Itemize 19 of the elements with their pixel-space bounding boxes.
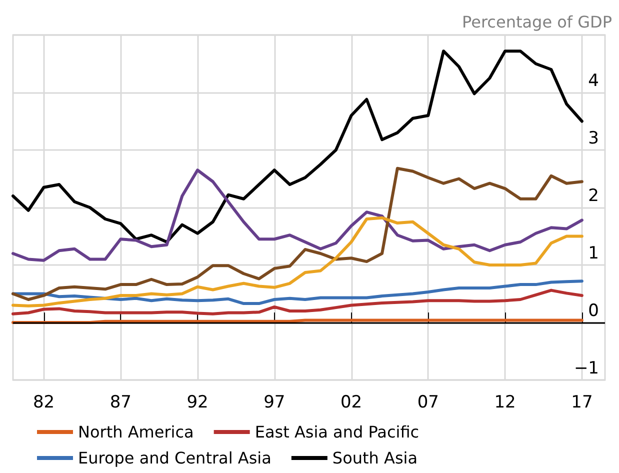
x-tick-label: 82 <box>32 392 55 412</box>
y-tick-label: 0 <box>588 301 599 321</box>
legend-label: North America <box>78 422 194 442</box>
y-axis-title: Percentage of GDP <box>462 12 612 32</box>
x-tick-label: 92 <box>186 392 208 412</box>
x-tick-label: 87 <box>110 392 132 412</box>
legend-label: Europe and Central Asia <box>78 448 272 468</box>
x-tick-label: 97 <box>264 392 286 412</box>
x-tick-label: 12 <box>494 392 516 412</box>
y-tick-label: 3 <box>588 128 599 148</box>
y-tick-label: 1 <box>588 244 599 264</box>
x-tick-label: 07 <box>417 392 439 412</box>
y-tick-label: 2 <box>588 186 599 206</box>
y-tick-label: 4 <box>588 71 599 91</box>
x-tick-label: 17 <box>571 392 593 412</box>
legend-label: South Asia <box>332 448 418 468</box>
legend-label: East Asia and Pacific <box>254 422 420 442</box>
x-tick-label: 02 <box>340 392 362 412</box>
y-tick-label: −1 <box>574 358 599 378</box>
